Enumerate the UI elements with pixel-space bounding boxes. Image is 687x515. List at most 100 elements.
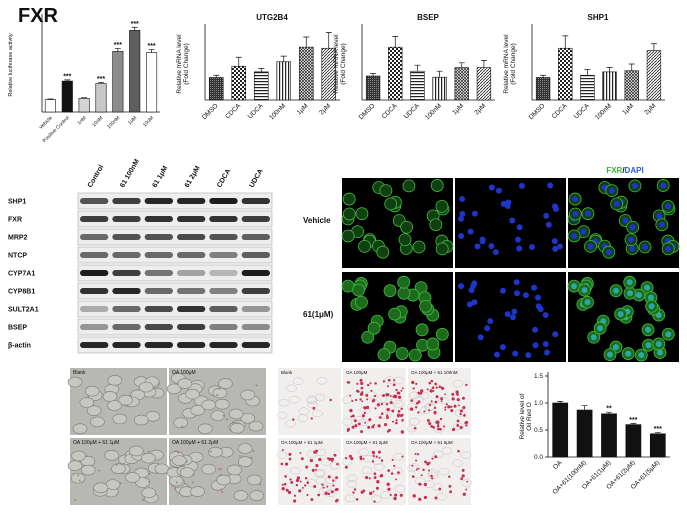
- blot-band: [80, 306, 109, 312]
- cell: [371, 495, 382, 503]
- nucleus: [544, 349, 551, 356]
- lipid-droplet: [444, 408, 447, 411]
- lipid-droplet: [376, 403, 381, 407]
- cell: [397, 286, 411, 300]
- cell: [438, 467, 450, 476]
- lipid-droplet: [423, 482, 427, 487]
- lipid-droplet: [437, 427, 440, 431]
- nucleus: [529, 244, 536, 251]
- lipid-droplet: [281, 487, 285, 491]
- lipid-droplet: [401, 455, 404, 458]
- lipid-droplet: [451, 427, 456, 432]
- lipid-droplet: [439, 417, 443, 421]
- cell: [314, 393, 326, 402]
- error-bar: [392, 36, 399, 48]
- x-tick-label: 100nM: [106, 115, 121, 130]
- nucleus: [513, 290, 520, 297]
- cell: [376, 245, 390, 259]
- lipid-droplet: [216, 394, 219, 396]
- bar: [625, 424, 642, 458]
- lipid-droplet: [332, 479, 335, 482]
- cell: [380, 395, 391, 404]
- lipid-droplet: [380, 459, 384, 462]
- lipid-droplet: [428, 409, 431, 412]
- nucleus: [534, 294, 541, 301]
- lipid-droplet: [360, 430, 364, 434]
- lipid-droplet: [298, 489, 302, 493]
- lipid-droplet: [382, 394, 385, 397]
- blot-row-label: β-actin: [8, 343, 31, 350]
- nucleus: [492, 249, 499, 256]
- lipid-droplet: [391, 458, 394, 461]
- lipid-droplet: [391, 409, 395, 413]
- significance-label: ***: [131, 21, 139, 28]
- blot-band: [112, 288, 141, 294]
- lipid-droplet: [351, 414, 355, 418]
- panel-label: OA 100μM + 61 1μM: [281, 440, 323, 445]
- lipid-droplet: [422, 468, 425, 472]
- blot-band: [112, 216, 141, 222]
- lipid-droplet: [347, 427, 351, 431]
- blot-band: [112, 234, 141, 240]
- lipid-droplet: [393, 464, 396, 467]
- bar: [602, 71, 617, 101]
- lipid-droplet: [426, 388, 429, 391]
- lipid-droplet: [122, 462, 125, 465]
- lipid-droplet: [435, 386, 438, 389]
- cell: [249, 490, 265, 501]
- cell: [361, 466, 373, 475]
- lipid-droplet: [411, 475, 415, 478]
- cell: [292, 377, 304, 386]
- blot-band: [177, 288, 206, 294]
- blot-band: [177, 216, 206, 222]
- blot-band: [144, 324, 173, 330]
- lipid-droplet: [463, 413, 466, 417]
- lipid-droplet: [363, 411, 367, 414]
- bar: [601, 413, 617, 458]
- nucleus: [458, 283, 465, 290]
- blot-band: [209, 252, 238, 258]
- nucleus: [551, 203, 558, 210]
- lipid-droplet: [430, 379, 434, 383]
- x-tick-label: 1μM: [296, 102, 310, 116]
- lipid-droplet: [393, 496, 397, 501]
- lipid-droplet: [457, 449, 460, 453]
- lipid-droplet: [281, 483, 284, 486]
- nucleus: [509, 217, 516, 224]
- lipid-droplet: [345, 457, 348, 460]
- lipid-droplet: [387, 385, 390, 388]
- nucleus: [458, 215, 465, 222]
- cell: [112, 413, 128, 425]
- lipid-droplet: [353, 488, 357, 491]
- blot-band: [80, 198, 109, 204]
- lipid-droplet: [331, 459, 334, 462]
- nucleus: [515, 236, 522, 243]
- cell: [427, 471, 439, 480]
- significance-label: ***: [97, 76, 105, 83]
- lipid-droplet: [450, 405, 453, 408]
- lipid-droplet: [361, 414, 365, 418]
- blot-band: [209, 270, 238, 276]
- lipid-droplet: [192, 473, 195, 476]
- lipid-droplet: [259, 483, 262, 486]
- nucleus: [552, 245, 559, 252]
- panel-label: OA 100μM: [346, 370, 368, 375]
- x-tick-label: 2μM: [318, 102, 332, 116]
- cell: [395, 347, 409, 360]
- cell: [438, 396, 449, 405]
- lipid-droplet: [358, 422, 361, 426]
- lipid-droplet: [464, 421, 468, 425]
- blot-band: [241, 324, 270, 330]
- lipid-droplet: [301, 486, 304, 489]
- lipid-droplet: [98, 469, 100, 472]
- lipid-droplet: [330, 490, 334, 494]
- nucleus: [535, 303, 542, 310]
- blot-band: [177, 342, 206, 348]
- y-axis-label: Relative level of: [519, 393, 526, 439]
- cell: [141, 452, 156, 464]
- lipid-droplet: [386, 393, 390, 397]
- error-bar: [414, 64, 421, 72]
- nucleus: [477, 334, 484, 341]
- cell: [402, 179, 416, 193]
- lipid-droplet: [174, 488, 176, 491]
